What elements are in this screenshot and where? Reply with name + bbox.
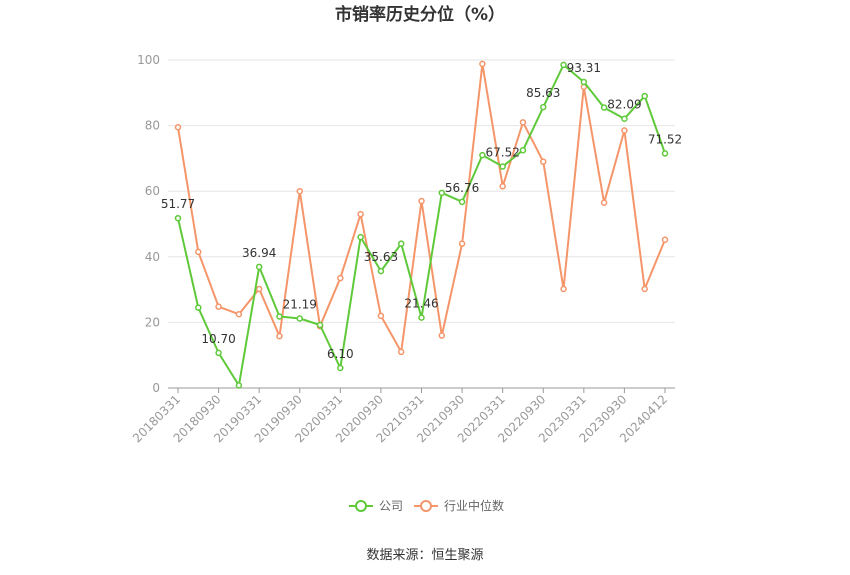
data-label: 51.77 <box>161 197 195 211</box>
data-point-industry-median[interactable] <box>397 348 405 356</box>
data-point-industry-median[interactable] <box>641 285 648 293</box>
data-label: 85.63 <box>526 86 560 100</box>
data-point-company[interactable] <box>641 92 648 100</box>
data-point-industry-median[interactable] <box>337 274 344 282</box>
data-source: 数据来源：恒生聚源 <box>366 548 483 563</box>
data-point-industry-median[interactable] <box>499 183 506 190</box>
data-point-industry-median[interactable] <box>357 210 364 218</box>
data-label: 82.09 <box>607 98 641 112</box>
data-point-industry-median[interactable] <box>438 332 446 339</box>
data-point-company[interactable] <box>458 198 466 206</box>
legend-company-label: 公司 <box>379 499 403 513</box>
data-point-industry-median[interactable] <box>540 158 547 165</box>
chart-title: 市销率历史分位（%） <box>335 4 505 25</box>
y-tick-label: 40 <box>145 250 160 264</box>
data-label: 56.76 <box>445 181 479 195</box>
data-point-company[interactable] <box>255 263 263 271</box>
data-point-company[interactable] <box>580 78 588 86</box>
data-point-company[interactable] <box>519 146 527 154</box>
data-point-company[interactable] <box>479 151 486 159</box>
data-label: 21.46 <box>404 297 438 311</box>
data-label: 67.52 <box>485 146 519 160</box>
data-label: 21.19 <box>283 297 317 311</box>
data-point-industry-median[interactable] <box>174 123 182 131</box>
data-point-company[interactable] <box>174 214 182 222</box>
data-labels: 51.77 10.70 36.94 21.19 6.10 35.63 21.46 56.76 6… <box>161 61 682 361</box>
data-point-company[interactable] <box>316 321 324 329</box>
data-point-industry-median[interactable] <box>255 285 263 293</box>
legend: 公司 行业中位数 <box>349 498 504 513</box>
y-tick-label: 0 <box>152 381 160 395</box>
data-point-industry-median[interactable] <box>519 119 527 126</box>
y-tick-label: 20 <box>145 315 160 329</box>
data-point-company[interactable] <box>661 150 669 157</box>
data-point-industry-median[interactable] <box>195 248 202 256</box>
data-point-industry-median[interactable] <box>418 197 425 205</box>
data-label: 10.70 <box>201 332 235 346</box>
data-point-industry-median[interactable] <box>235 310 243 318</box>
data-point-company[interactable] <box>276 313 283 320</box>
legend-company-marker <box>355 500 367 512</box>
data-point-industry-median[interactable] <box>661 236 669 243</box>
data-point-company[interactable] <box>377 267 385 275</box>
series-line-company <box>177 63 666 387</box>
y-tick-label: 80 <box>145 119 160 133</box>
data-point-company[interactable] <box>357 233 364 241</box>
data-label: 71.52 <box>648 132 682 146</box>
data-point-company[interactable] <box>195 304 202 311</box>
data-label: 93.31 <box>567 61 601 75</box>
data-point-company[interactable] <box>235 382 243 389</box>
series-layer <box>174 60 669 389</box>
data-point-company[interactable] <box>438 189 446 197</box>
data-point-industry-median[interactable] <box>215 303 222 310</box>
data-point-industry-median[interactable] <box>296 187 303 195</box>
data-point-company[interactable] <box>397 240 405 247</box>
data-point-company[interactable] <box>337 364 344 372</box>
legend-item-company[interactable]: 公司 <box>349 499 403 513</box>
data-point-industry-median[interactable] <box>479 60 486 68</box>
data-point-company[interactable] <box>540 103 547 111</box>
data-point-industry-median[interactable] <box>377 312 385 320</box>
data-point-company[interactable] <box>499 163 506 170</box>
y-tick-label: 100 <box>137 53 160 67</box>
data-point-company[interactable] <box>215 349 222 357</box>
y-tick-label: 60 <box>145 184 160 198</box>
data-point-industry-median[interactable] <box>276 332 283 340</box>
grid <box>168 59 675 323</box>
data-point-company[interactable] <box>296 315 303 322</box>
data-label: 35.63 <box>364 250 398 264</box>
data-point-company[interactable] <box>560 61 567 69</box>
data-point-industry-median[interactable] <box>600 199 608 206</box>
data-point-company[interactable] <box>600 104 608 111</box>
data-point-industry-median[interactable] <box>621 127 628 134</box>
data-point-company[interactable] <box>621 115 628 122</box>
data-label: 6.10 <box>327 347 354 361</box>
legend-item-industry-median[interactable]: 行业中位数 <box>414 498 504 513</box>
data-label: 36.94 <box>242 246 276 260</box>
legend-industry-marker <box>420 500 432 512</box>
data-point-industry-median[interactable] <box>560 285 567 293</box>
legend-industry-label: 行业中位数 <box>444 498 504 513</box>
data-point-company[interactable] <box>418 314 425 321</box>
data-point-industry-median[interactable] <box>458 240 466 247</box>
